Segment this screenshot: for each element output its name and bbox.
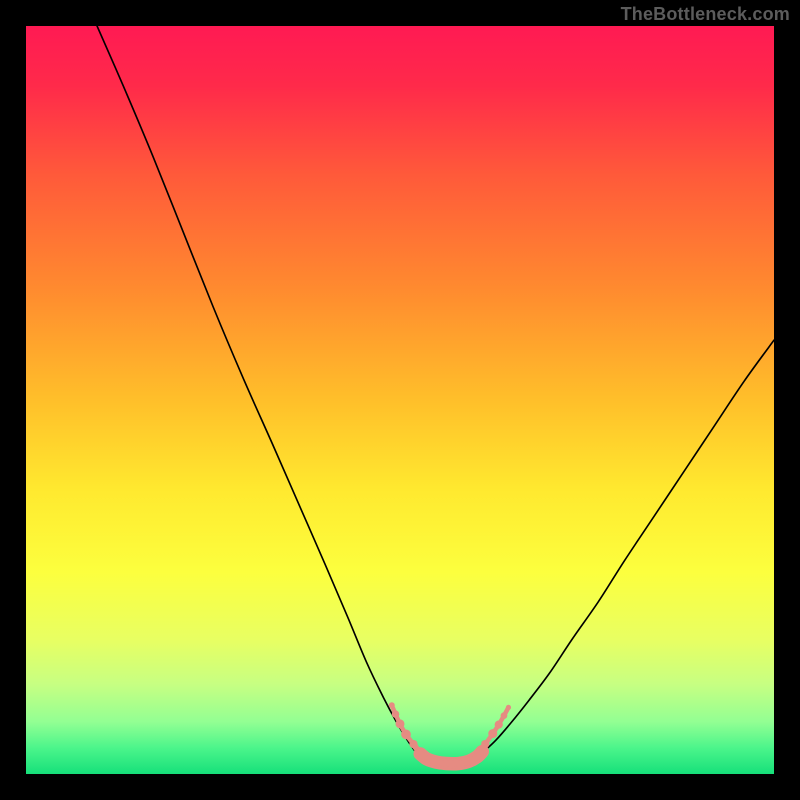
- trough-bead-left: [396, 719, 405, 728]
- trough-bead-left: [392, 710, 399, 717]
- trough-bead-left: [401, 729, 411, 739]
- trough-bead-right: [495, 721, 503, 729]
- trough-connector: [482, 744, 485, 751]
- trough-bead-right: [488, 729, 497, 738]
- gradient-background: [26, 26, 774, 774]
- chart-svg: [26, 26, 774, 774]
- trough-bead-left: [389, 702, 395, 708]
- trough-bead-right: [506, 705, 511, 710]
- chart-frame: TheBottleneck.com: [0, 0, 800, 800]
- chart-inner: [26, 26, 774, 774]
- watermark-text: TheBottleneck.com: [621, 4, 790, 25]
- trough-bead-right: [501, 712, 508, 719]
